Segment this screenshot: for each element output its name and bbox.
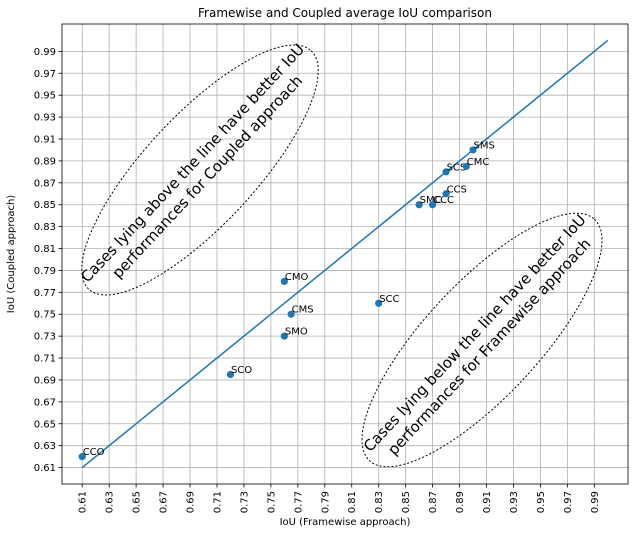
data-point xyxy=(415,201,423,209)
data-point xyxy=(442,168,450,176)
data-point-label: SMS xyxy=(474,140,495,151)
y-tick-label: 0.83 xyxy=(34,222,56,233)
data-point-label: SCS xyxy=(447,162,467,173)
x-tick-label: 0.73 xyxy=(239,491,250,513)
data-point xyxy=(280,277,288,285)
x-tick-label: 0.83 xyxy=(374,491,385,513)
y-tick-label: 0.87 xyxy=(34,178,56,189)
x-tick-label: 0.65 xyxy=(132,491,143,513)
x-axis-label: IoU (Framewise approach) xyxy=(280,517,411,528)
axis-ticks: 0.61 0.63 0.65 0.67 0.69 0.71 0.73 0.75 0.77 0.79… xyxy=(34,47,601,513)
data-point-label: SCC xyxy=(379,294,399,305)
data-point xyxy=(442,190,450,198)
x-tick-label: 0.61 xyxy=(78,491,89,513)
data-point xyxy=(462,162,470,170)
reference-line-group xyxy=(81,39,609,469)
x-tick-label: 0.99 xyxy=(590,491,601,513)
reference-line xyxy=(81,39,609,469)
data-point xyxy=(287,310,295,318)
y-tick-label: 0.69 xyxy=(34,375,56,386)
x-tick-label: 0.69 xyxy=(186,491,197,513)
y-tick-label: 0.65 xyxy=(34,419,56,430)
data-point-label: SCO xyxy=(231,365,252,376)
x-tick-label: 0.63 xyxy=(105,491,116,513)
x-tick-label: 0.77 xyxy=(293,491,304,513)
y-tick-label: 0.97 xyxy=(34,69,56,80)
data-point xyxy=(375,299,383,307)
data-point xyxy=(469,146,477,154)
data-point-label: SMO xyxy=(285,327,308,338)
x-tick-label: 0.81 xyxy=(347,491,358,513)
y-tick-label: 0.67 xyxy=(34,397,56,408)
y-tick-label: 0.85 xyxy=(34,200,56,211)
y-tick-label: 0.89 xyxy=(34,156,56,167)
y-tick-label: 0.61 xyxy=(34,463,56,474)
x-tick-label: 0.91 xyxy=(482,491,493,513)
x-tick-label: 0.79 xyxy=(320,491,331,513)
x-tick-label: 0.97 xyxy=(563,491,574,513)
plot-frame xyxy=(61,23,629,485)
y-tick-label: 0.81 xyxy=(34,244,56,255)
chart-title: Framewise and Coupled average IoU compar… xyxy=(198,6,492,20)
y-tick-label: 0.73 xyxy=(34,332,56,343)
x-tick-label: 0.93 xyxy=(509,491,520,513)
y-tick-label: 0.71 xyxy=(34,354,56,365)
data-point-label: CCO xyxy=(83,447,105,458)
y-tick-label: 0.95 xyxy=(34,91,56,102)
y-tick-label: 0.99 xyxy=(34,47,56,58)
y-tick-label: 0.91 xyxy=(34,135,56,146)
x-tick-label: 0.87 xyxy=(428,491,439,513)
data-point xyxy=(78,453,86,461)
data-point xyxy=(280,332,288,340)
data-point-label: CMO xyxy=(285,272,309,283)
data-point-label: CCS xyxy=(447,184,467,195)
data-point xyxy=(226,370,235,379)
y-tick-label: 0.79 xyxy=(34,266,56,277)
data-point-label: SMC xyxy=(420,195,442,206)
x-tick-label: 0.85 xyxy=(401,491,412,513)
data-point-label: CCC xyxy=(433,195,454,206)
x-tick-label: 0.71 xyxy=(212,491,223,513)
x-tick-label: 0.67 xyxy=(159,491,170,513)
x-tick-label: 0.75 xyxy=(266,491,277,513)
y-tick-label: 0.93 xyxy=(34,113,56,124)
grid-lines xyxy=(62,24,628,484)
data-point xyxy=(428,201,437,209)
annotation-ellipse xyxy=(81,44,319,296)
y-tick-label: 0.75 xyxy=(34,310,56,321)
y-axis-label: IoU (Coupled approach) xyxy=(6,195,17,314)
data-point-label: CMC xyxy=(467,157,490,168)
data-point-label: CMS xyxy=(292,305,314,316)
y-tick-label: 0.63 xyxy=(34,441,56,452)
x-tick-label: 0.95 xyxy=(536,491,547,513)
x-tick-label: 0.89 xyxy=(455,491,466,513)
y-tick-label: 0.77 xyxy=(34,288,56,299)
